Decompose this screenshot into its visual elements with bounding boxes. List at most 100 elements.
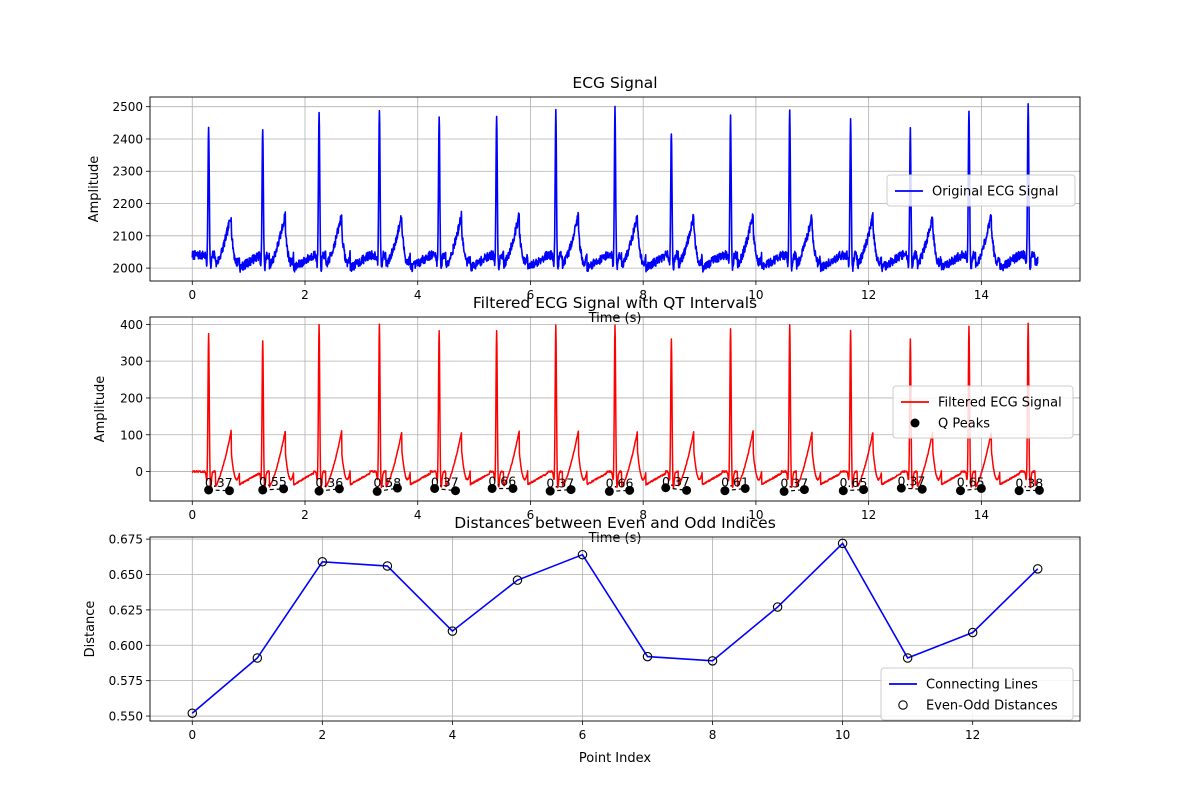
legend-label: Filtered ECG Signal bbox=[938, 396, 1062, 411]
q-peak-point bbox=[334, 484, 344, 494]
legend-label: Connecting Lines bbox=[926, 678, 1038, 693]
legend-marker-swatch bbox=[910, 418, 920, 428]
y-tick-label: 0.650 bbox=[109, 568, 143, 582]
q-peak-point bbox=[779, 486, 789, 496]
chart-title: ECG Signal bbox=[572, 74, 657, 92]
y-tick-label: 300 bbox=[120, 355, 143, 369]
distance-point bbox=[382, 561, 393, 571]
chart-1: 0 2 4 6 8 10 12 14 2000 2100 2200 2300 2400 2500 ECG S… bbox=[87, 74, 1081, 326]
y-tick-label: 2000 bbox=[112, 262, 143, 276]
distance-point bbox=[1032, 564, 1043, 574]
legend-label: Even-Odd Distances bbox=[926, 699, 1058, 714]
q-peak-point bbox=[917, 484, 927, 494]
qt-interval-label: 0.66 bbox=[488, 473, 516, 488]
chart-title: Distances between Even and Odd Indices bbox=[454, 514, 776, 532]
q-peak-point bbox=[279, 484, 289, 494]
x-tick-label: 12 bbox=[861, 288, 876, 302]
axes-frame bbox=[149, 536, 1081, 722]
legend: Filtered ECG Signal Q Peaks bbox=[892, 385, 1074, 439]
x-tick-label: 8 bbox=[639, 288, 647, 302]
distance-point bbox=[512, 575, 523, 585]
x-tick-label: 2 bbox=[301, 508, 309, 522]
distance-point bbox=[967, 627, 978, 638]
connecting-line bbox=[191, 542, 1039, 714]
legend-box bbox=[892, 385, 1074, 439]
axes-frame bbox=[149, 316, 1081, 502]
q-peak-point bbox=[976, 483, 986, 493]
qt-interval-label: 0.55 bbox=[259, 474, 287, 489]
qt-interval-label: 0.66 bbox=[606, 476, 634, 491]
plot-area: 0.37 0.55 0.36 0.58 0.37 0.66 0.37 0.66 0.37 0.61… bbox=[191, 322, 1044, 496]
y-axis-label: Amplitude bbox=[87, 156, 102, 223]
x-tick-label: 6 bbox=[527, 508, 535, 522]
q-peak-point bbox=[392, 483, 402, 493]
legend-box bbox=[880, 667, 1074, 721]
y-tick-label: 2500 bbox=[112, 100, 143, 114]
q-peak-point bbox=[204, 485, 214, 495]
q-peak-point bbox=[682, 485, 692, 495]
qt-interval-label: 0.37 bbox=[662, 474, 690, 489]
distance-point bbox=[317, 557, 328, 567]
axes-frame bbox=[149, 96, 1081, 282]
x-tick-label: 6 bbox=[579, 728, 587, 742]
chart-3: 0 2 4 6 8 10 12 0.550 0.575 0.600 0.625 0.650 0.675 D… bbox=[83, 514, 1081, 766]
x-tick-label: 4 bbox=[414, 288, 422, 302]
x-tick-label: 10 bbox=[835, 728, 850, 742]
y-tick-label: 2400 bbox=[112, 132, 143, 146]
q-peak-point bbox=[625, 485, 635, 495]
x-tick-label: 14 bbox=[974, 288, 989, 302]
x-tick-label: 4 bbox=[414, 508, 422, 522]
x-tick-label: 10 bbox=[748, 508, 763, 522]
y-axis-label: Distance bbox=[83, 601, 98, 658]
q-peak-point bbox=[1014, 486, 1024, 496]
plot-area bbox=[191, 103, 1039, 273]
y-tick-label: 2200 bbox=[112, 197, 143, 211]
legend: Connecting Lines Even-Odd Distances bbox=[880, 667, 1074, 721]
y-axis-label: Amplitude bbox=[93, 376, 108, 443]
x-tick-label: 0 bbox=[188, 728, 196, 742]
distance-point bbox=[772, 602, 783, 612]
q-peak-point bbox=[1034, 485, 1044, 495]
q-peak-point bbox=[740, 483, 750, 493]
q-peak-point bbox=[450, 486, 460, 496]
q-peak-point bbox=[604, 486, 614, 496]
ecg-filtered-line bbox=[191, 322, 1039, 489]
qt-interval-label: 0.58 bbox=[373, 475, 401, 490]
distance-point bbox=[187, 708, 198, 718]
y-tick-label: 400 bbox=[120, 318, 143, 332]
x-axis-label: Time (s) bbox=[588, 531, 642, 546]
x-tick-label: 8 bbox=[639, 508, 647, 522]
x-tick-label: 2 bbox=[319, 728, 327, 742]
y-tick-label: 200 bbox=[120, 391, 143, 405]
y-tick-label: 0.625 bbox=[109, 603, 143, 617]
y-tick-label: 100 bbox=[120, 428, 143, 442]
legend: Original ECG Signal bbox=[886, 174, 1076, 207]
q-peak-point bbox=[258, 485, 268, 495]
q-peak-point bbox=[859, 485, 869, 495]
x-tick-label: 6 bbox=[527, 288, 535, 302]
qt-interval-label: 0.61 bbox=[721, 475, 749, 490]
q-peak-point bbox=[508, 483, 518, 493]
x-tick-label: 4 bbox=[449, 728, 457, 742]
distance-point bbox=[837, 538, 848, 549]
distance-point bbox=[252, 653, 263, 663]
qt-interval-label: 0.37 bbox=[431, 475, 459, 490]
qt-interval-label: 0.37 bbox=[205, 475, 233, 490]
chart-2: 0 2 4 6 8 10 12 14 0 100 200 300 400 0.37 0.55 0.36 0.58… bbox=[93, 294, 1081, 546]
q-peak-point bbox=[545, 486, 555, 496]
legend-marker-swatch bbox=[898, 700, 908, 710]
x-tick-label: 8 bbox=[709, 728, 717, 742]
legend-label: Original ECG Signal bbox=[932, 185, 1058, 200]
q-peak-point bbox=[372, 486, 382, 496]
y-tick-label: 0.550 bbox=[109, 710, 143, 724]
qt-interval-label: 0.38 bbox=[1015, 475, 1043, 490]
x-axis-label: Point Index bbox=[579, 751, 652, 766]
qt-interval-label: 0.36 bbox=[315, 475, 343, 490]
x-tick-label: 12 bbox=[861, 508, 876, 522]
distance-point bbox=[577, 549, 588, 560]
distance-point bbox=[902, 653, 913, 663]
q-peak-point bbox=[430, 483, 440, 493]
distance-point bbox=[707, 656, 718, 666]
q-peak-point bbox=[720, 486, 730, 496]
chart-title: Filtered ECG Signal with QT Intervals bbox=[473, 294, 757, 312]
